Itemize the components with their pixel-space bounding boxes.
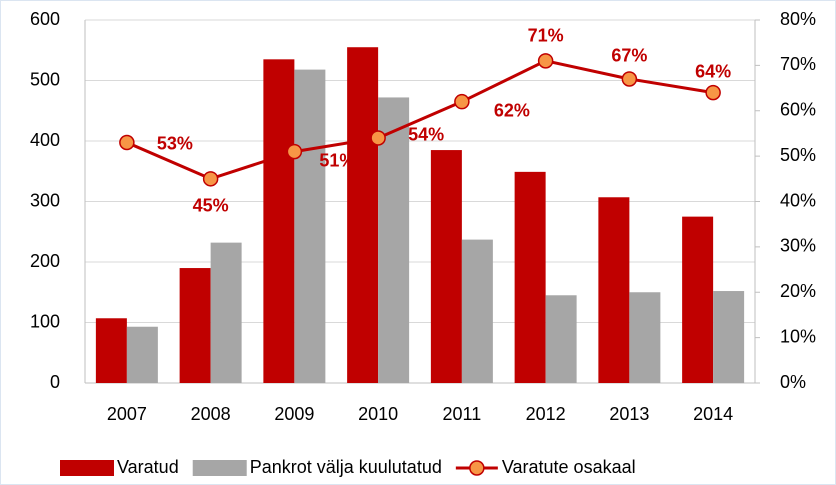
bar [514, 171, 546, 383]
y2-tick-label: 50% [780, 145, 816, 165]
bar [545, 295, 577, 383]
bar [629, 292, 661, 383]
legend-swatch [60, 460, 114, 476]
bar [378, 97, 410, 383]
line-marker [537, 53, 554, 69]
y-tick-label: 0 [50, 372, 60, 392]
line-marker [705, 84, 721, 101]
y-tick-label: 400 [30, 130, 60, 150]
data-label: 71% [528, 26, 564, 46]
y2-tick-label: 0% [780, 372, 806, 392]
bar [126, 326, 158, 383]
data-label: 67% [611, 46, 647, 66]
line-marker [202, 171, 219, 187]
y2-tick-label: 70% [780, 54, 816, 74]
y-tick-label: 500 [30, 69, 60, 89]
bar [682, 216, 714, 383]
y2-tick-label: 20% [780, 281, 816, 301]
bar [294, 69, 326, 384]
data-label: 64% [695, 61, 731, 81]
y-tick-label: 200 [30, 251, 60, 271]
legend-label: Varatud [117, 457, 179, 477]
x-tick-label: 2013 [609, 404, 649, 424]
data-label: 53% [157, 133, 193, 153]
y2-tick-label: 60% [780, 100, 816, 120]
x-tick-label: 2008 [191, 404, 231, 424]
x-tick-label: 2014 [693, 404, 733, 424]
data-label: 45% [193, 196, 229, 216]
x-tick-label: 2007 [107, 404, 147, 424]
bar [95, 318, 127, 383]
y-tick-label: 100 [30, 311, 60, 331]
bar [713, 291, 745, 383]
line-marker [286, 143, 303, 160]
line-marker [454, 93, 470, 110]
line-marker [119, 134, 135, 151]
y2-tick-label: 10% [780, 326, 816, 346]
bar [179, 268, 211, 383]
data-label: 62% [494, 100, 530, 120]
bar [598, 197, 630, 383]
x-tick-label: 2009 [274, 404, 314, 424]
bar [430, 150, 462, 383]
bar [347, 47, 379, 383]
y2-tick-label: 40% [780, 190, 816, 210]
line [126, 59, 714, 181]
line-marker [370, 130, 386, 146]
y-tick-label: 300 [30, 190, 60, 210]
y2-tick-label: 30% [780, 236, 816, 256]
y2-tick-label: 80% [780, 9, 816, 29]
x-tick-label: 2011 [443, 404, 482, 424]
y-tick-label: 600 [30, 9, 60, 29]
data-label: 51% [319, 150, 355, 170]
x-tick-label: 2010 [358, 404, 398, 424]
legend-label: Varatute osakaal [502, 457, 636, 477]
legend-label: Pankrot välja kuulutatud [250, 457, 442, 477]
x-tick-label: 2012 [526, 404, 566, 424]
line-marker [621, 71, 638, 87]
bar [263, 59, 295, 383]
legend-swatch [192, 460, 247, 476]
legend-swatch [469, 460, 485, 476]
bar [461, 239, 493, 383]
data-label: 54% [408, 125, 444, 145]
bar [210, 242, 242, 383]
